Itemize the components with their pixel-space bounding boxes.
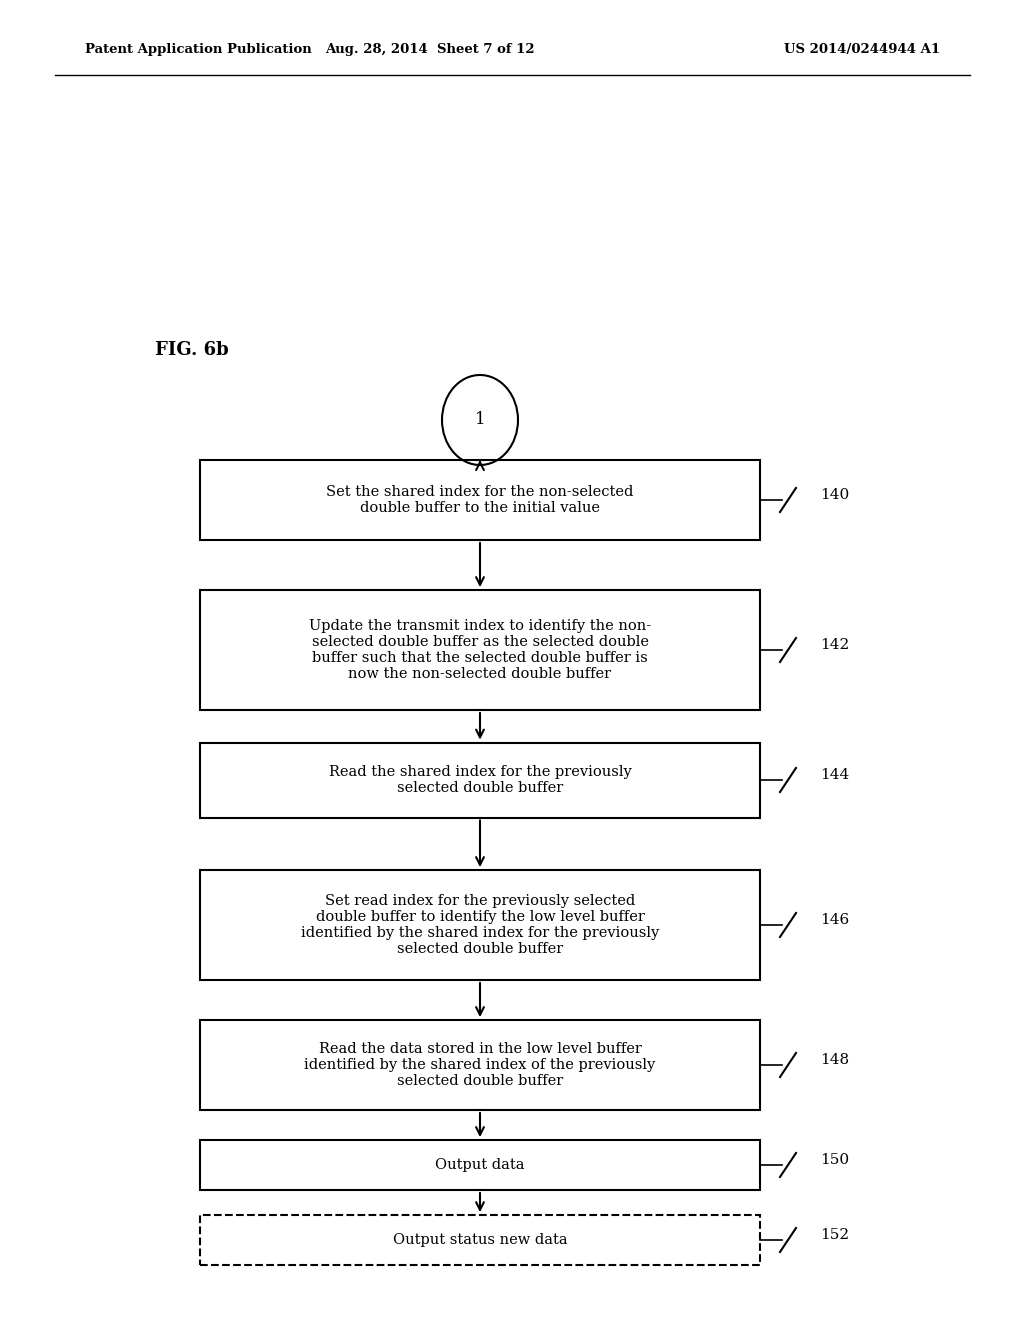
Text: 144: 144: [820, 768, 849, 781]
FancyBboxPatch shape: [200, 1214, 760, 1265]
FancyBboxPatch shape: [200, 1140, 760, 1191]
FancyBboxPatch shape: [200, 870, 760, 979]
FancyBboxPatch shape: [200, 590, 760, 710]
Text: Update the transmit index to identify the non-
selected double buffer as the sel: Update the transmit index to identify th…: [309, 619, 651, 681]
Text: FIG. 6b: FIG. 6b: [155, 341, 228, 359]
Text: 1: 1: [475, 412, 485, 429]
FancyBboxPatch shape: [200, 1020, 760, 1110]
Text: Patent Application Publication: Patent Application Publication: [85, 44, 311, 57]
Text: US 2014/0244944 A1: US 2014/0244944 A1: [784, 44, 940, 57]
Text: Output data: Output data: [435, 1158, 524, 1172]
FancyBboxPatch shape: [200, 459, 760, 540]
Text: Read the shared index for the previously
selected double buffer: Read the shared index for the previously…: [329, 764, 632, 795]
Text: 150: 150: [820, 1152, 849, 1167]
Text: 148: 148: [820, 1053, 849, 1067]
FancyBboxPatch shape: [200, 742, 760, 817]
Text: Read the data stored in the low level buffer
identified by the shared index of t: Read the data stored in the low level bu…: [304, 1041, 655, 1088]
Text: 152: 152: [820, 1228, 849, 1242]
Text: 142: 142: [820, 638, 849, 652]
Text: 140: 140: [820, 488, 849, 502]
Text: Set the shared index for the non-selected
double buffer to the initial value: Set the shared index for the non-selecte…: [327, 484, 634, 515]
Text: Set read index for the previously selected
double buffer to identify the low lev: Set read index for the previously select…: [301, 894, 659, 956]
Text: 146: 146: [820, 913, 849, 927]
Text: Output status new data: Output status new data: [392, 1233, 567, 1247]
Text: Aug. 28, 2014  Sheet 7 of 12: Aug. 28, 2014 Sheet 7 of 12: [326, 44, 535, 57]
